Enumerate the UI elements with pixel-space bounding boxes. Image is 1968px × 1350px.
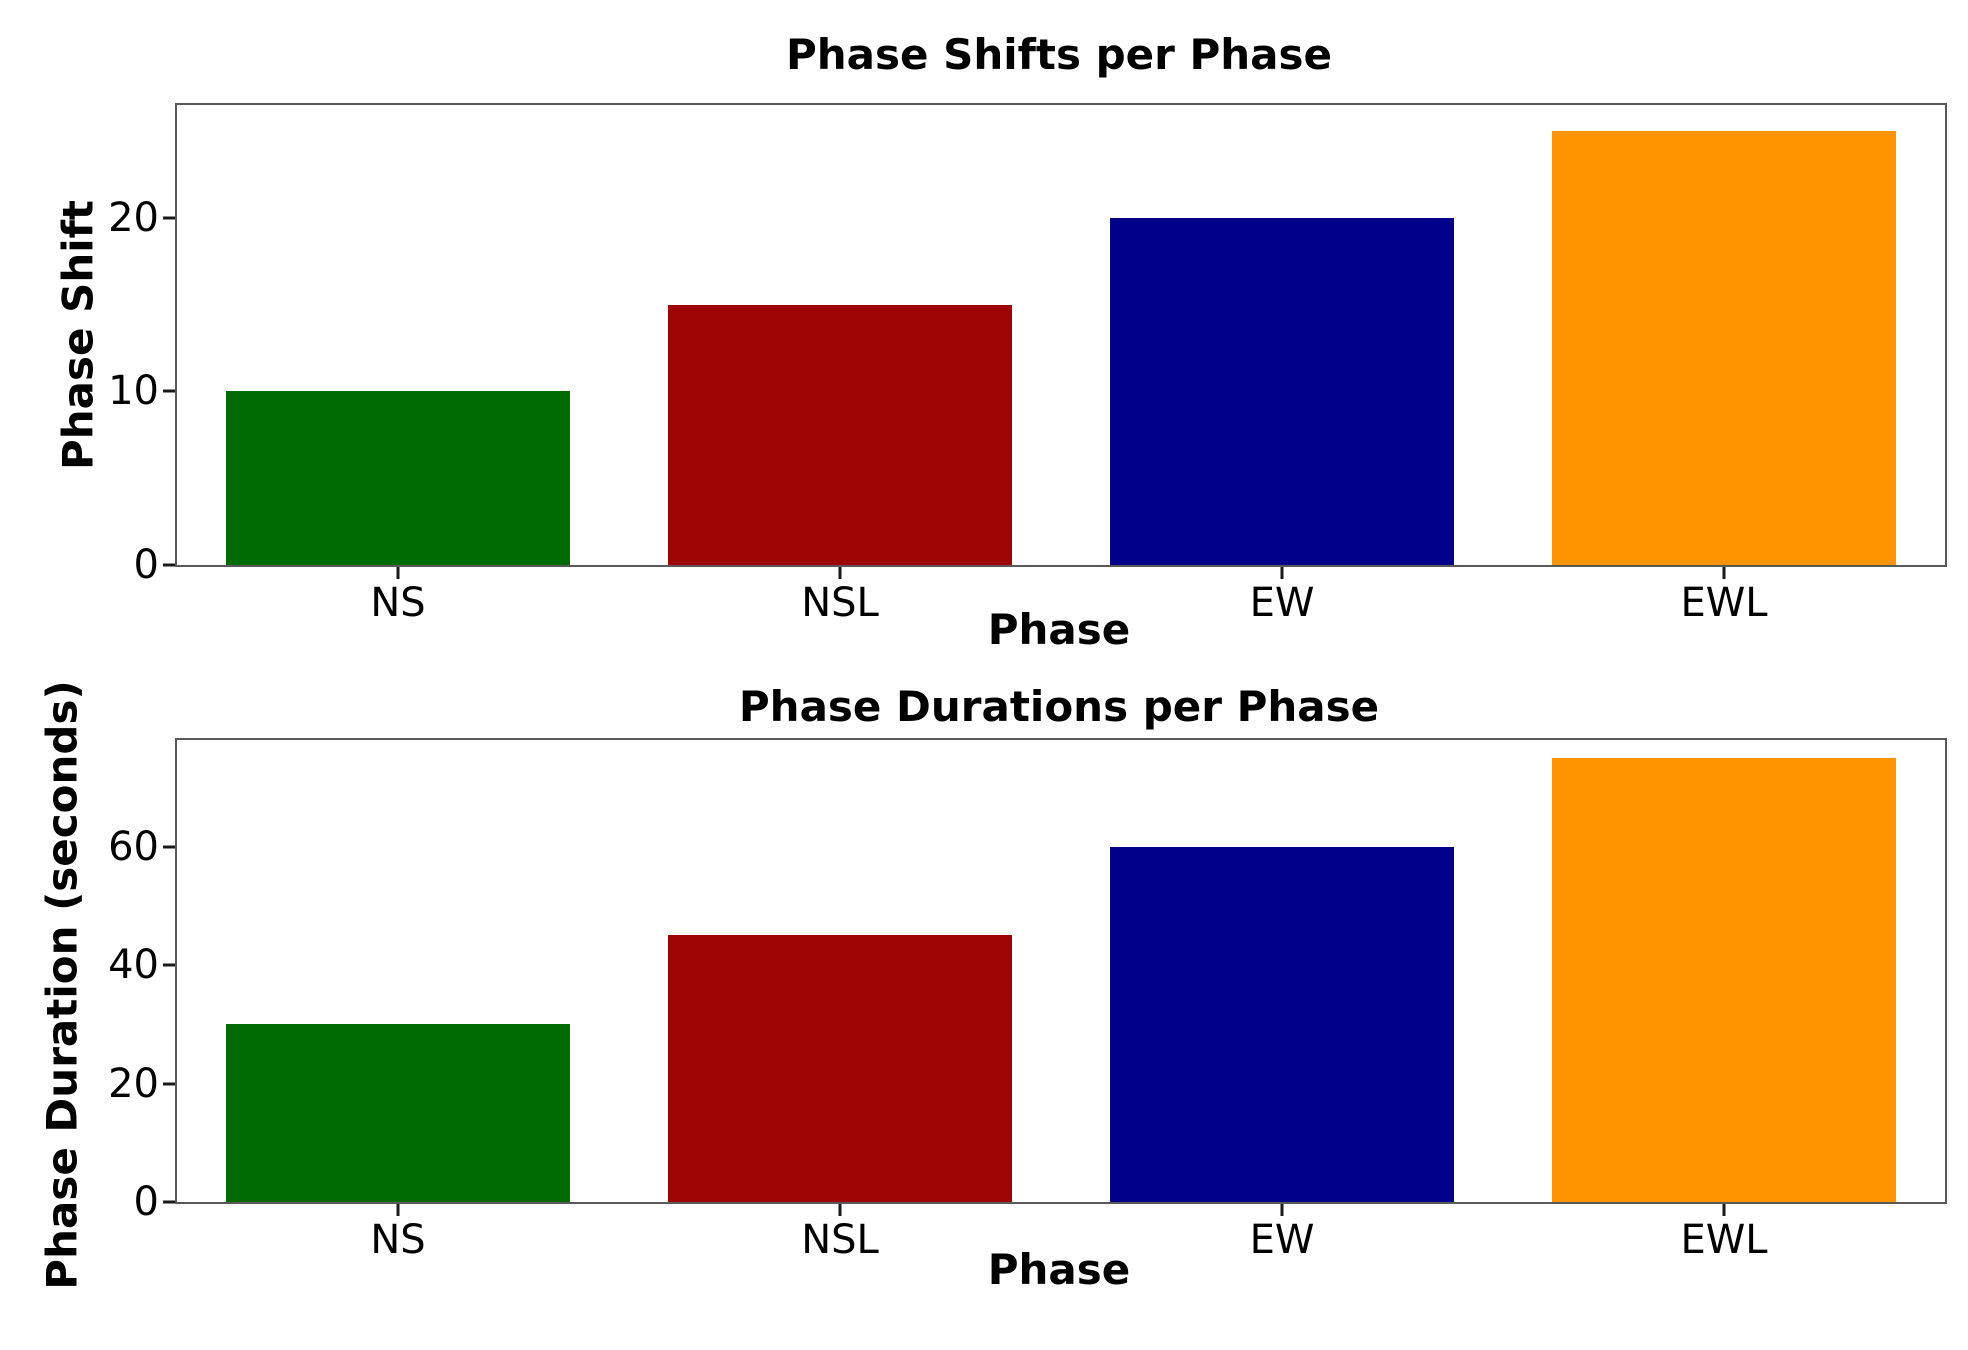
y-tick-label-60: 60: [108, 823, 159, 870]
x-tick-label-ew: EW: [1249, 580, 1315, 626]
x-tick-mark-ns: [396, 1204, 400, 1216]
bar-ns: [225, 391, 571, 565]
y-axis-label-phase-duration: Phase Duration (seconds): [37, 680, 87, 1290]
chart-phase-shifts: Phase Shifts per Phase Phase Shift 0 10 20…: [0, 0, 1968, 660]
chart-title-phase-shifts: Phase Shifts per Phase: [785, 30, 1333, 79]
y-tick-mark-0: [163, 563, 175, 567]
y-tick-label-40: 40: [108, 942, 159, 989]
x-axis-label-phase-top: Phase: [987, 605, 1131, 654]
x-tick-label-nsl: NSL: [801, 1217, 879, 1263]
bar-nsl: [667, 304, 1013, 565]
x-axis-label-phase-bottom: Phase: [987, 1245, 1131, 1294]
x-tick-mark-nsl: [838, 567, 842, 579]
x-tick-label-ewl: EWL: [1680, 1217, 1768, 1263]
plot-area-phase-durations: 0 20 40 60 NS NSL EW EWL: [108, 738, 1947, 1262]
y-axis-label-phase-shift: Phase Shift: [53, 199, 103, 471]
chart-phase-durations: Phase Durations per Phase Phase Duration…: [0, 660, 1968, 1350]
bar-ewl: [1551, 131, 1897, 565]
x-tick-label-ns: NS: [370, 580, 426, 626]
x-tick-label-ewl: EWL: [1680, 580, 1768, 626]
y-tick-label-0: 0: [133, 542, 159, 588]
bar-ew: [1109, 217, 1455, 565]
y-tick-mark-20: [163, 216, 175, 220]
bar-nsl: [667, 935, 1013, 1202]
y-tick-label-20: 20: [108, 1060, 159, 1107]
y-tick-mark-10: [163, 389, 175, 393]
y-tick-label-0: 0: [133, 1179, 159, 1225]
plot-area-phase-shifts: 0 10 20 NS NSL EW EWL: [108, 103, 1947, 625]
y-tick-label-10: 10: [108, 368, 159, 415]
bar-ewl: [1551, 757, 1897, 1202]
x-tick-mark-nsl: [838, 1204, 842, 1216]
x-tick-mark-ewl: [1722, 567, 1726, 579]
chart-title-phase-durations: Phase Durations per Phase: [738, 682, 1380, 731]
y-tick-mark-0: [163, 1200, 175, 1204]
x-tick-mark-ew: [1280, 567, 1284, 579]
y-tick-label-20: 20: [108, 194, 159, 241]
x-tick-mark-ns: [396, 567, 400, 579]
x-tick-label-nsl: NSL: [801, 580, 879, 626]
x-tick-mark-ewl: [1722, 1204, 1726, 1216]
bar-ns: [225, 1024, 571, 1202]
y-tick-mark-20: [163, 1082, 175, 1086]
bar-ew: [1109, 846, 1455, 1202]
x-tick-label-ew: EW: [1249, 1217, 1315, 1263]
y-tick-mark-60: [163, 845, 175, 849]
x-tick-mark-ew: [1280, 1204, 1284, 1216]
y-tick-mark-40: [163, 963, 175, 967]
x-tick-label-ns: NS: [370, 1217, 426, 1263]
